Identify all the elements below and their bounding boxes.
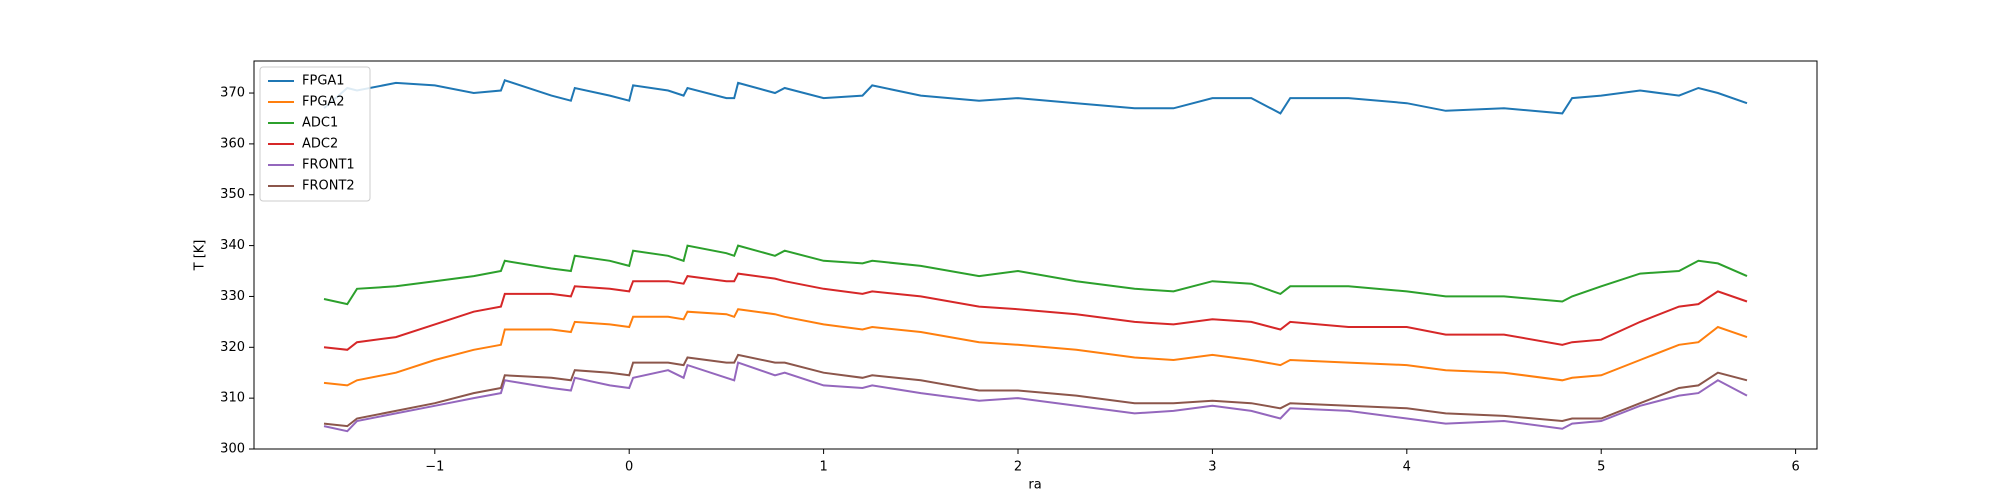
y-tick-label: 340 — [220, 238, 245, 253]
y-axis-label: T [K] — [193, 240, 208, 272]
y-tick-label: 320 — [220, 340, 245, 355]
y-tick-label: 370 — [220, 86, 245, 101]
legend-label: FPGA1 — [302, 74, 345, 89]
legend: FPGA1 FPGA2 ADC1 ADC2 FRONT1 FRONT2 — [259, 66, 371, 202]
x-tick-label: 0 — [625, 460, 633, 475]
legend-label: ADC1 — [302, 116, 338, 131]
y-tick-label: 330 — [220, 289, 245, 304]
y-tick-label: 310 — [220, 391, 245, 406]
series-line — [323, 308, 1748, 387]
legend-label: ADC2 — [302, 137, 338, 152]
x-tick-label: 2 — [1014, 460, 1022, 475]
y-tick-label: 350 — [220, 187, 245, 202]
y-tick-label: 360 — [220, 136, 245, 151]
x-tick-label: 1 — [819, 460, 827, 475]
x-tick-label: 5 — [1597, 460, 1605, 475]
x-axis-label: ra — [1028, 478, 1041, 493]
y-tick-label: 300 — [220, 442, 245, 457]
legend-label: FRONT1 — [302, 158, 355, 173]
series-line — [323, 353, 1748, 428]
x-tick-label: −1 — [425, 460, 444, 475]
series-line — [323, 244, 1748, 306]
legend-label: FRONT2 — [302, 179, 355, 194]
legend-label: FPGA2 — [302, 95, 345, 110]
legend-box — [259, 66, 371, 202]
series-line — [323, 272, 1748, 351]
series-line — [323, 79, 1748, 115]
x-tick-label: 4 — [1403, 460, 1411, 475]
x-tick-label: 6 — [1791, 460, 1799, 475]
series-line — [323, 361, 1748, 433]
x-tick-label: 3 — [1208, 460, 1216, 475]
plot-frame — [253, 60, 1818, 450]
